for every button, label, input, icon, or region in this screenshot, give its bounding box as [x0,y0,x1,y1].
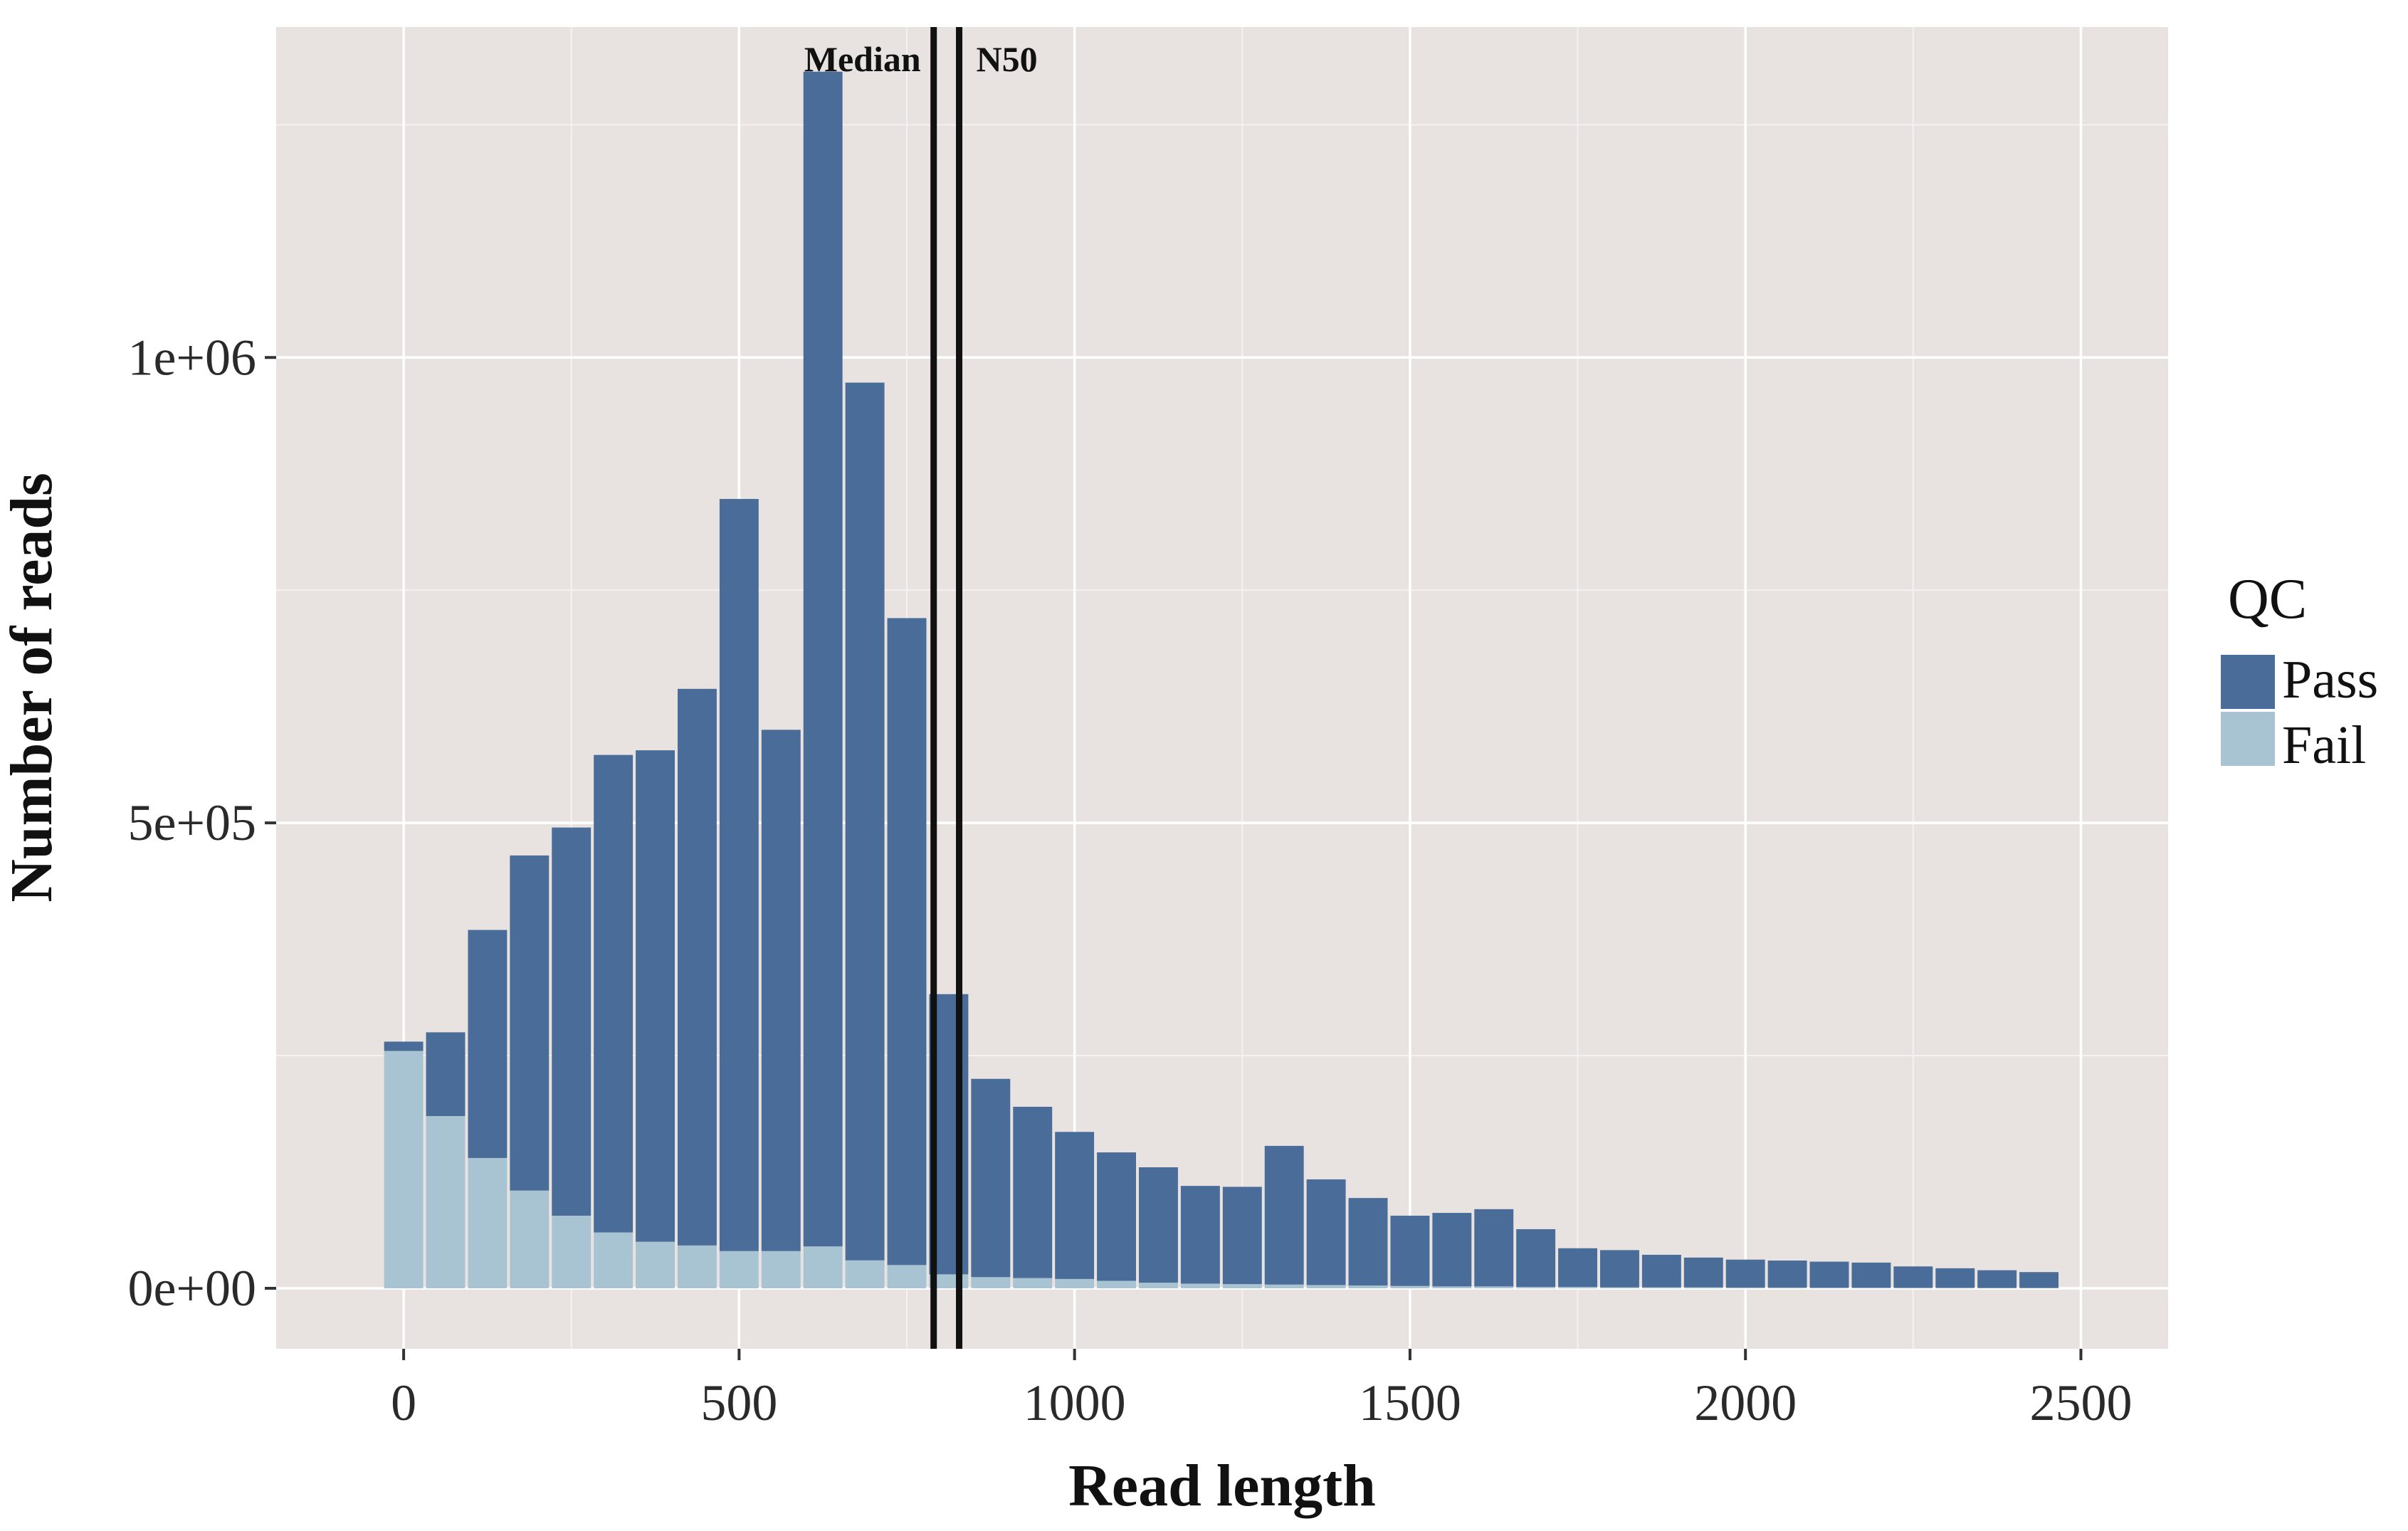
x-tick-label: 1000 [1024,1374,1126,1431]
bar-fail [677,1245,717,1288]
n50-label: N50 [977,39,1038,79]
plot-panel [276,27,2168,1349]
bar-pass [1306,1179,1346,1285]
bar-pass [1977,1270,2017,1288]
legend-swatch-fail [2221,712,2275,766]
bar-fail [1558,1287,1598,1288]
bar-pass [845,382,885,1261]
bar-fail [1222,1284,1262,1288]
bar-fail [1306,1285,1346,1288]
bar-fail [1097,1280,1137,1288]
bar-fail [1013,1278,1053,1288]
bar-fail [1474,1286,1514,1288]
bar-fail [384,1051,424,1288]
bar-fail [1348,1285,1388,1288]
bar-pass [2019,1272,2059,1288]
y-tick-label: 5e+05 [127,794,256,851]
bar-pass [1641,1254,1681,1288]
y-tick-label: 1e+06 [127,329,256,386]
bar-pass [1222,1187,1262,1285]
legend-swatch-pass [2221,655,2275,709]
bar-pass [636,750,675,1242]
bar-fail [845,1260,885,1288]
bar-fail [803,1246,843,1288]
bar-fail [594,1232,633,1288]
bar-fail [1264,1284,1304,1288]
bar-pass [384,1041,424,1051]
bar-fail [1055,1278,1095,1288]
bar-fail [468,1157,508,1288]
bar-pass [1600,1250,1639,1288]
bar-pass [887,618,927,1266]
bar-pass [1809,1261,1849,1288]
x-axis-title: Read length [1068,1453,1376,1519]
bar-fail [887,1265,927,1288]
y-tick-label: 0e+00 [127,1260,256,1317]
bar-fail [719,1251,759,1288]
legend-label-fail: Fail [2282,715,2366,775]
bar-fail [426,1116,466,1288]
bar-fail [1432,1286,1472,1288]
bar-pass [426,1032,466,1117]
x-tick-label: 1500 [1359,1374,1461,1431]
bar-pass [1474,1209,1514,1287]
bar-fail [971,1277,1011,1288]
bar-pass [1180,1186,1220,1284]
x-tick-label: 0 [391,1374,416,1431]
bar-pass [1851,1262,1891,1288]
bar-pass [1097,1152,1137,1281]
bar-pass [761,730,801,1251]
bar-pass [1935,1268,1975,1288]
legend-title: QC [2228,568,2307,631]
bar-pass [1055,1132,1095,1279]
y-axis-title: Number of reads [0,473,65,903]
bar-fail [1516,1287,1556,1288]
bar-fail [1390,1285,1430,1288]
bar-fail [552,1215,592,1288]
bar-pass [803,71,843,1247]
bar-pass [552,827,592,1216]
bar-pass [1139,1167,1178,1283]
bar-pass [1725,1259,1765,1288]
x-tick-label: 2000 [1694,1374,1797,1431]
bar-pass [719,499,759,1251]
legend: QC Pass Fail [2221,568,2378,775]
bar-pass [1264,1145,1304,1285]
bar-pass [677,688,717,1246]
bar-pass [1893,1266,1933,1288]
bar-pass [510,855,550,1191]
bar-pass [971,1078,1011,1278]
x-tick-label: 2500 [2029,1374,2132,1431]
bar-pass [594,754,633,1233]
bar-pass [1390,1215,1430,1286]
bar-pass [1348,1198,1388,1286]
bar-fail [761,1251,801,1288]
bar-pass [468,930,508,1158]
legend-label-pass: Pass [2282,650,2378,710]
bar-pass [1767,1261,1807,1288]
bar-pass [1013,1106,1053,1278]
bar-fail [1139,1283,1178,1288]
x-tick-label: 500 [700,1374,777,1431]
bar-fail [510,1190,550,1288]
bar-fail [1180,1283,1220,1288]
bar-pass [1432,1213,1472,1287]
bar-pass [1683,1257,1723,1288]
bar-fail [636,1241,675,1288]
bar-pass [1516,1229,1556,1288]
bar-pass [1558,1248,1598,1288]
median-label: Median [804,39,921,79]
